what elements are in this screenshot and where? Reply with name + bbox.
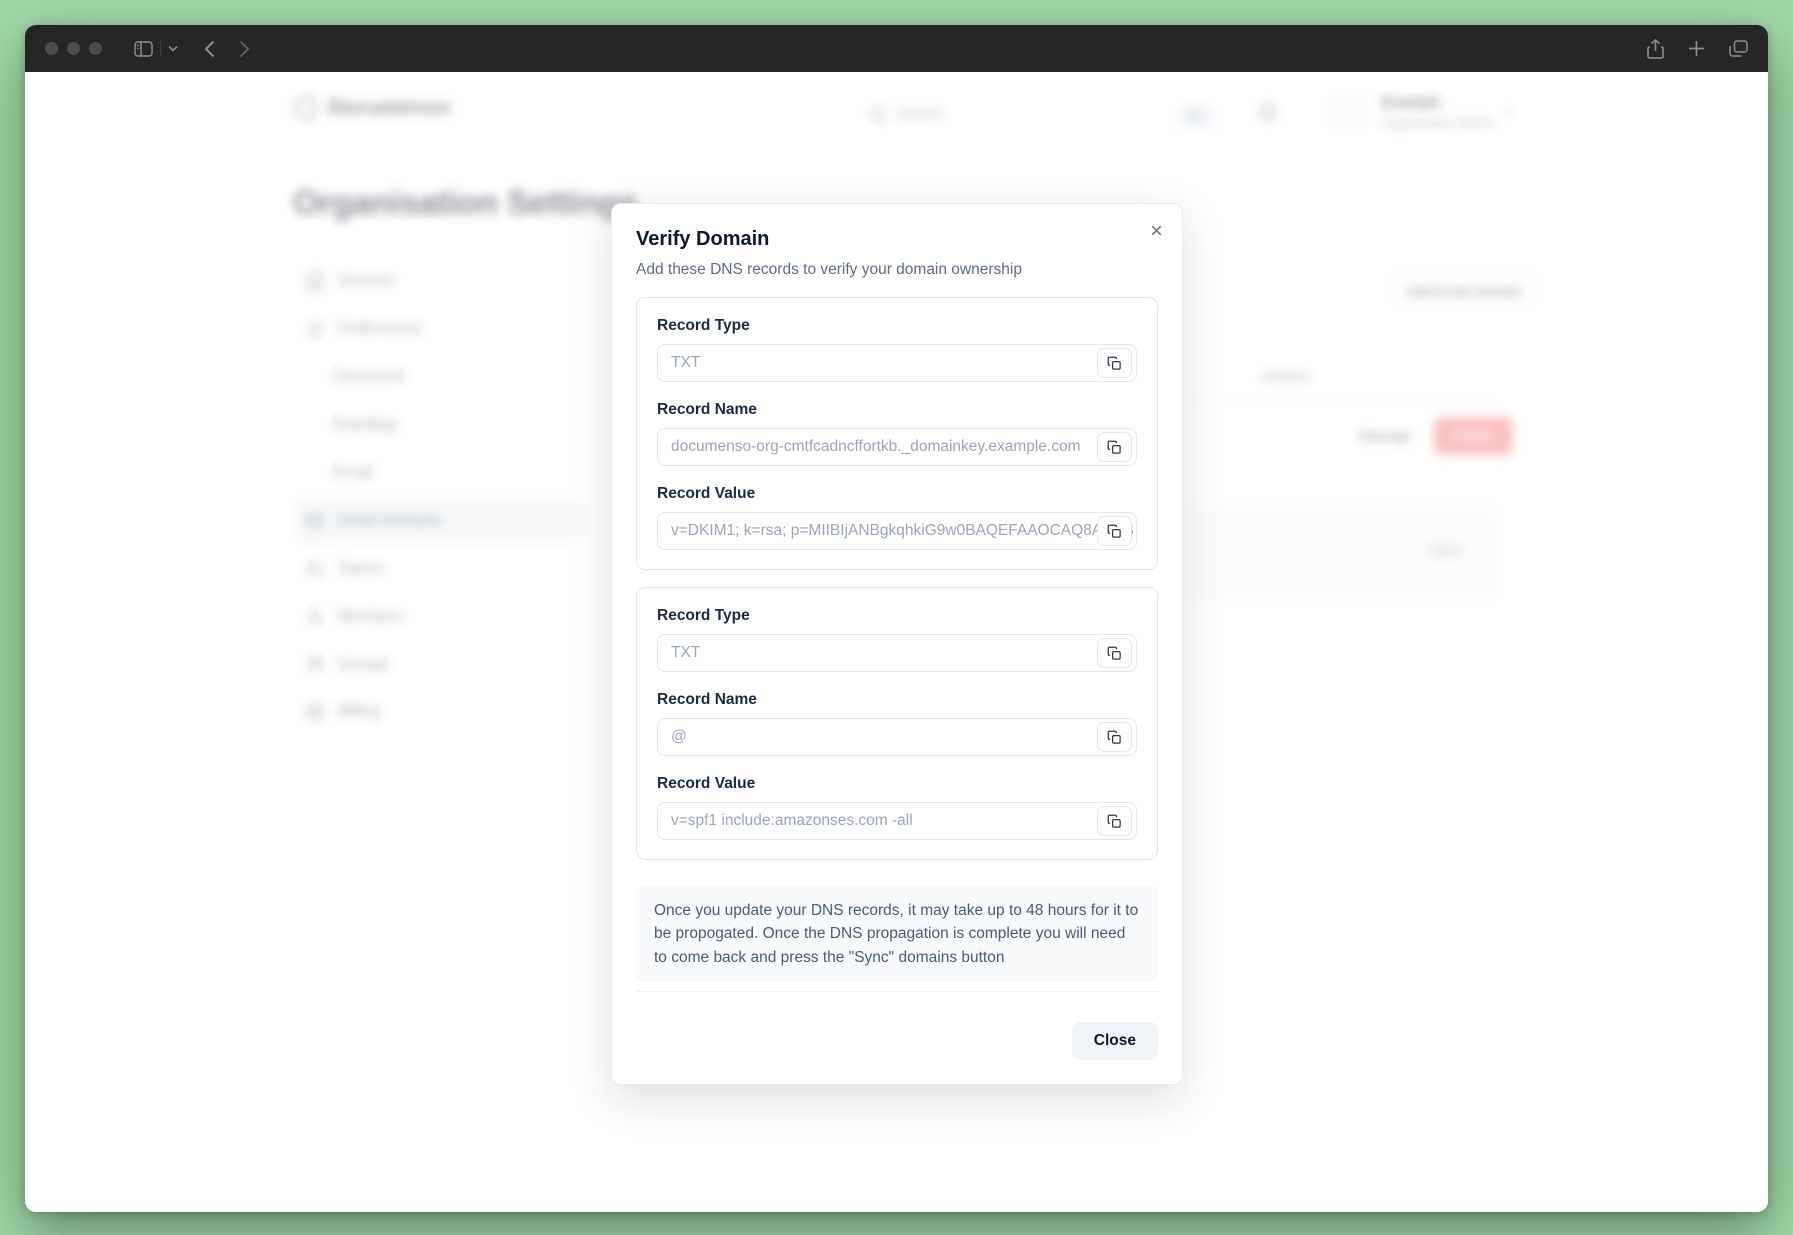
minimize-window-button[interactable]	[67, 42, 80, 55]
record-type-field[interactable]: TXT	[657, 634, 1137, 672]
copy-button[interactable]	[1097, 348, 1132, 378]
copy-icon	[1107, 646, 1122, 661]
dns-propagation-note: Once you update your DNS records, it may…	[636, 886, 1158, 982]
dialog-title: Verify Domain	[636, 228, 770, 250]
copy-button[interactable]	[1097, 806, 1132, 836]
copy-button[interactable]	[1097, 516, 1132, 546]
record-type-label: Record Type	[657, 317, 750, 334]
dns-record-card-2: Record Type TXT Record Name @	[636, 587, 1158, 860]
verify-domain-dialog: Verify Domain Add these DNS records to v…	[611, 203, 1183, 1085]
titlebar-divider	[160, 40, 161, 57]
back-icon[interactable]	[204, 40, 215, 58]
record-value-label: Record Value	[657, 775, 756, 792]
app-viewport: Documenso Search ⌘K Example Organisation…	[25, 72, 1768, 1212]
copy-icon	[1107, 524, 1122, 539]
share-icon[interactable]	[1647, 38, 1664, 59]
chevron-down-icon[interactable]	[168, 45, 178, 52]
close-window-button[interactable]	[45, 42, 58, 55]
traffic-lights	[45, 42, 102, 55]
copy-icon	[1107, 356, 1122, 371]
close-icon	[1148, 222, 1165, 239]
record-name-label: Record Name	[657, 691, 757, 708]
sidebar-toggle-icon[interactable]	[134, 40, 153, 57]
new-tab-icon[interactable]	[1688, 40, 1705, 57]
record-type-label: Record Type	[657, 607, 750, 624]
record-name-label: Record Name	[657, 401, 757, 418]
dialog-footer: Close	[636, 1002, 1158, 1060]
copy-icon	[1107, 440, 1122, 455]
footer-divider	[636, 990, 1158, 992]
record-value-field[interactable]: v=spf1 include:amazonses.com -all	[657, 802, 1137, 840]
record-value-field[interactable]: v=DKIM1; k=rsa; p=MIIBIjANBgkqhkiG9w0BAQ…	[657, 512, 1137, 550]
copy-button[interactable]	[1097, 432, 1132, 462]
record-type-field[interactable]: TXT	[657, 344, 1137, 382]
record-name-field[interactable]: documenso-org-cmtfcadncffortkb._domainke…	[657, 428, 1137, 466]
close-button[interactable]: Close	[1071, 1022, 1158, 1060]
copy-button[interactable]	[1097, 722, 1132, 752]
tab-overview-icon[interactable]	[1729, 40, 1748, 57]
titlebar	[25, 25, 1768, 72]
record-name-field[interactable]: @	[657, 718, 1137, 756]
copy-icon	[1107, 730, 1122, 745]
dialog-subtitle: Add these DNS records to verify your dom…	[636, 261, 1022, 278]
dns-record-card-1: Record Type TXT Record Name documenso-or…	[636, 297, 1158, 570]
copy-button[interactable]	[1097, 638, 1132, 668]
record-value-label: Record Value	[657, 485, 756, 502]
dialog-close-button[interactable]	[1145, 219, 1167, 241]
zoom-window-button[interactable]	[89, 42, 102, 55]
forward-icon[interactable]	[239, 40, 250, 58]
browser-window: Documenso Search ⌘K Example Organisation…	[25, 25, 1768, 1212]
copy-icon	[1107, 814, 1122, 829]
